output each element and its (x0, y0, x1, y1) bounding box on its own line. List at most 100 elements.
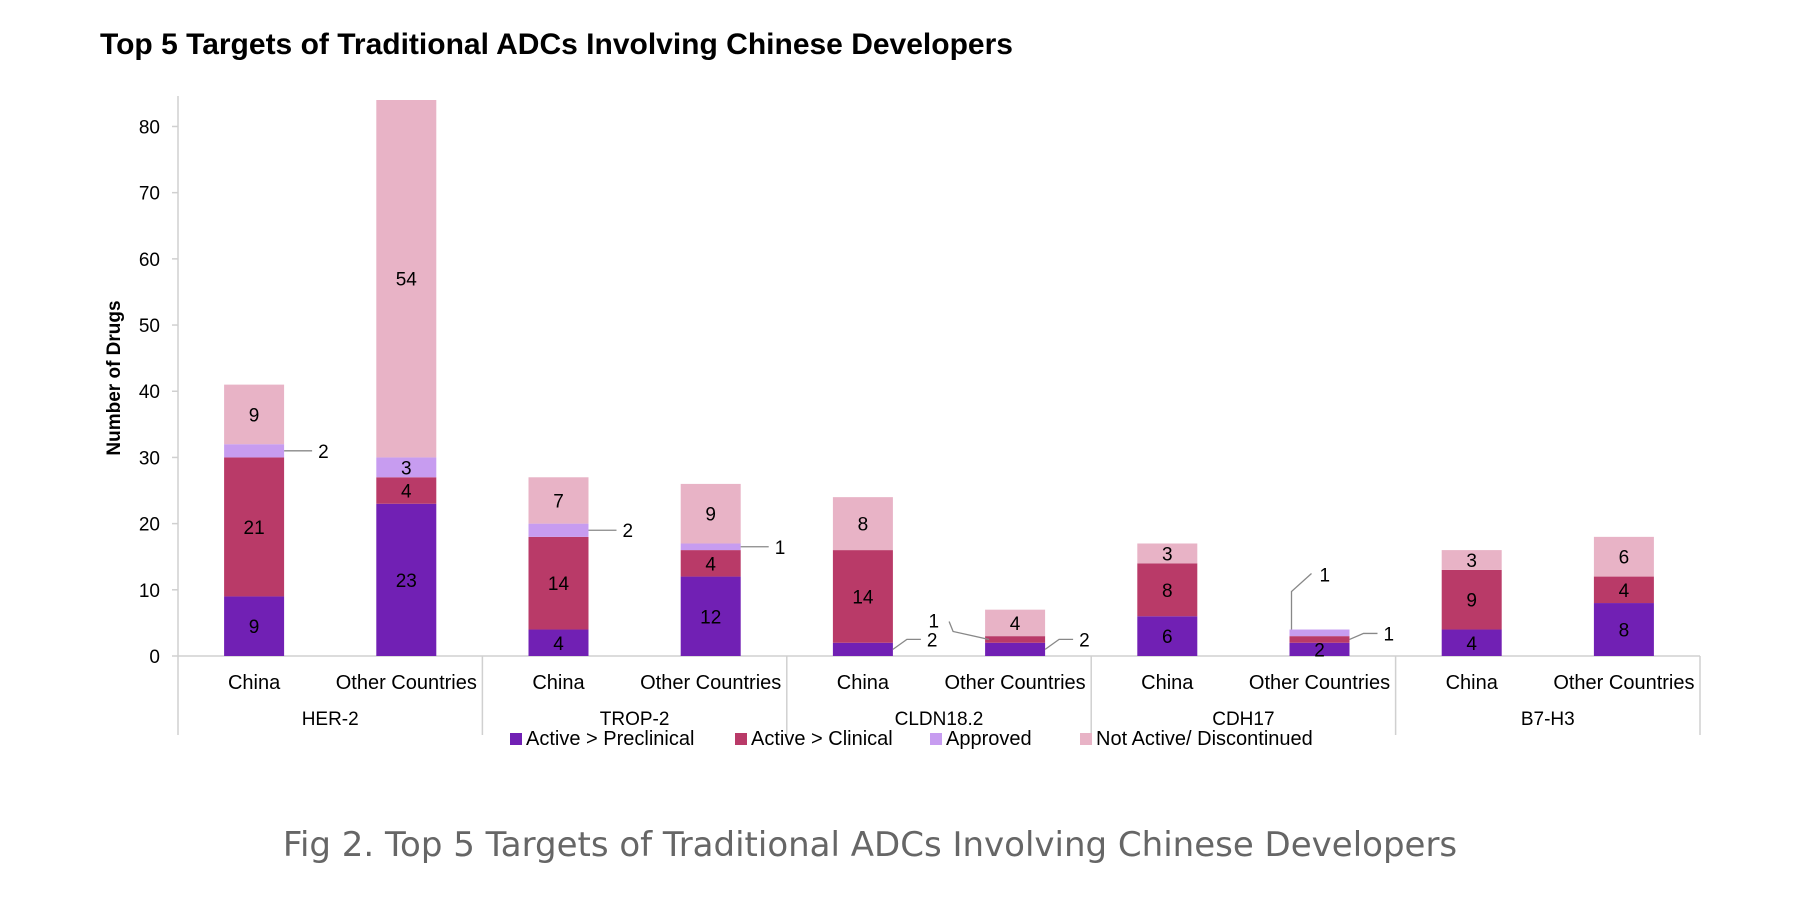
data-label: 3 (401, 458, 412, 479)
bar-segment (832, 642, 893, 656)
bar-segment (1137, 543, 1198, 564)
bar-segment (985, 642, 1046, 656)
bar-segment (1593, 603, 1654, 656)
data-label: 21 (244, 518, 265, 539)
data-label: 1 (1320, 566, 1331, 587)
bar-segment (528, 477, 589, 524)
data-label: 1 (775, 538, 786, 559)
legend-label: Active > Preclinical (526, 728, 694, 750)
data-label: 23 (396, 571, 417, 592)
bar-segment (1441, 550, 1502, 570)
legend-swatch (735, 733, 747, 745)
data-label: 1 (1384, 624, 1395, 645)
group-label: CDH17 (1212, 709, 1274, 730)
data-label: 9 (249, 405, 260, 426)
data-label: 12 (700, 607, 721, 628)
bar-segment (1593, 536, 1654, 577)
data-label: 1 (929, 611, 940, 632)
bar-segment (680, 483, 741, 544)
category-label: Other Countries (945, 672, 1086, 694)
y-tick-label: 60 (139, 250, 160, 271)
bar-segment (376, 503, 437, 656)
bar-segment (376, 100, 437, 458)
category-label: China (532, 672, 585, 694)
data-label: 14 (548, 574, 570, 595)
bar-segment (1137, 563, 1198, 617)
data-label: 4 (1619, 581, 1630, 602)
data-label: 4 (1466, 634, 1477, 655)
bar-segment (1289, 642, 1350, 656)
group-label: HER-2 (302, 709, 359, 730)
leader-line (948, 621, 990, 641)
data-label: 54 (396, 270, 418, 291)
y-tick-label: 70 (139, 184, 160, 205)
data-label: 2 (1314, 640, 1325, 661)
category-label: Other Countries (1553, 672, 1694, 694)
data-label: 14 (852, 587, 874, 608)
group-label: TROP-2 (600, 709, 670, 730)
bar-segment (224, 384, 285, 445)
bar-segment (528, 536, 589, 630)
data-label: 6 (1619, 548, 1630, 569)
data-label: 4 (1010, 614, 1021, 635)
category-label: China (1141, 672, 1194, 694)
bar-segment (376, 477, 437, 504)
data-label: 4 (401, 482, 412, 503)
bar-segment (1441, 629, 1502, 656)
data-label: 8 (1619, 621, 1630, 642)
bar-segment (224, 457, 285, 597)
bar-segment (1289, 629, 1350, 637)
data-label: 3 (1466, 551, 1477, 572)
bar-segment (1137, 616, 1198, 656)
bar-segment (680, 543, 741, 551)
legend-swatch (1080, 733, 1092, 745)
data-label: 9 (249, 617, 260, 638)
data-label: 2 (927, 630, 938, 651)
bar-segment (1441, 569, 1502, 630)
y-tick-label: 40 (139, 382, 160, 403)
y-axis-title: Number of Drugs (104, 300, 125, 455)
data-label: 2 (623, 521, 634, 542)
bar-segment (528, 523, 589, 537)
y-tick-label: 20 (139, 515, 160, 536)
bar-segment (985, 609, 1046, 637)
data-label: 7 (553, 491, 564, 512)
bar-segment (224, 596, 285, 656)
figure-caption: Fig 2. Top 5 Targets of Traditional ADCs… (282, 825, 1458, 865)
y-tick-label: 50 (139, 316, 160, 337)
bar-segment (985, 636, 1046, 643)
bar-segment (376, 457, 437, 478)
data-label: 9 (1466, 591, 1477, 612)
legend-swatch (930, 733, 942, 745)
leader-line (1044, 638, 1074, 650)
data-label: 2 (1079, 630, 1090, 651)
group-label: B7-H3 (1521, 709, 1575, 730)
category-label: China (228, 672, 281, 694)
chart-title: Top 5 Targets of Traditional ADCs Involv… (100, 28, 1013, 61)
data-label: 4 (705, 554, 716, 575)
category-label: China (1446, 672, 1499, 694)
category-label: Other Countries (336, 672, 477, 694)
category-label: Other Countries (1249, 672, 1390, 694)
y-tick-label: 30 (139, 448, 160, 469)
group-label: CLDN18.2 (895, 709, 984, 730)
stacked-bar-chart: 0 10 20 30 40 50 60 70 80 Number of Drugs HER-2 TRO… (104, 96, 1701, 750)
leader-line (892, 638, 921, 650)
bar-segment (832, 550, 893, 643)
bar-segment (832, 497, 893, 551)
legend-label: Approved (946, 728, 1032, 750)
y-tick-label: 80 (139, 117, 160, 138)
data-label: 3 (1162, 544, 1173, 565)
legend-label: Not Active/ Discontinued (1096, 728, 1313, 750)
bar-segment (680, 576, 741, 656)
bar-segment (680, 550, 741, 577)
data-label: 8 (1162, 581, 1173, 602)
legend-label: Active > Clinical (751, 728, 893, 750)
data-label: 2 (318, 442, 329, 463)
bar-segment (528, 629, 589, 656)
legend-swatch (510, 733, 522, 745)
y-tick-label: 10 (139, 581, 160, 602)
category-label: China (837, 672, 890, 694)
leader-line (1290, 573, 1312, 630)
data-label: 6 (1162, 627, 1173, 648)
